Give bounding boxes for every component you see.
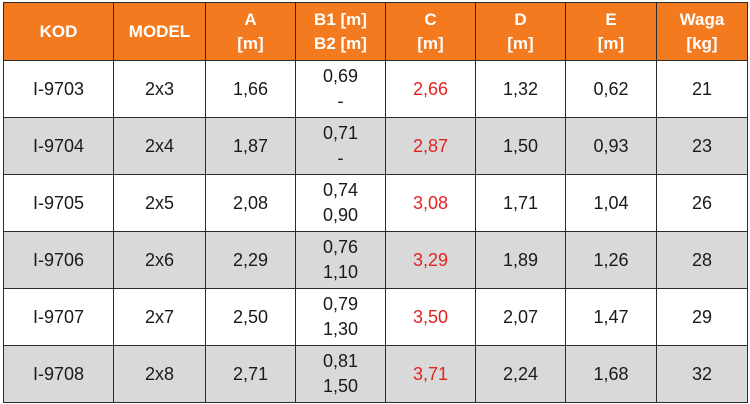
cell-kod: I-9707 [3, 288, 114, 346]
cell-d: 1,89 [475, 231, 566, 289]
cell-a: 2,50 [205, 288, 296, 346]
table-row: I-9707 2x7 2,50 0,79 1,30 3,50 2,07 1,47 29 [3, 288, 748, 346]
column-header-c-line: C [424, 9, 437, 29]
cell-b1-b2: 0,81 1,50 [295, 345, 386, 403]
cell-model: 2x7 [113, 288, 206, 346]
cell-b2: 0,90 [322, 205, 359, 225]
cell-kod: I-9708 [3, 345, 114, 403]
cell-a: 2,71 [205, 345, 296, 403]
cell-b1-b2: 0,76 1,10 [295, 231, 386, 289]
column-header-d-line: [m] [507, 33, 534, 53]
cell-waga: 23 [656, 117, 748, 175]
cell-e: 1,04 [565, 174, 657, 232]
cell-waga: 26 [656, 174, 748, 232]
cell-c: 2,87 [385, 117, 476, 175]
column-header-a-line: A [244, 9, 257, 29]
cell-b1: 0,76 [322, 237, 359, 257]
cell-b1-b2: 0,71 - [295, 117, 386, 175]
cell-kod: I-9704 [3, 117, 114, 175]
cell-c: 2,66 [385, 60, 476, 118]
cell-waga: 32 [656, 345, 748, 403]
cell-model: 2x6 [113, 231, 206, 289]
cell-b2: 1,30 [322, 319, 359, 339]
cell-waga: 29 [656, 288, 748, 346]
cell-d: 2,07 [475, 288, 566, 346]
cell-model: 2x4 [113, 117, 206, 175]
column-header-e-line: E [605, 9, 617, 29]
column-header-c: C [m] [385, 2, 476, 61]
cell-b1: 0,71 [322, 123, 359, 143]
cell-b1: 0,79 [322, 294, 359, 314]
column-header-waga: Waga [kg] [656, 2, 748, 61]
table-row: I-9703 2x3 1,66 0,69 - 2,66 1,32 0,62 21 [3, 60, 748, 118]
column-header-d-line: D [514, 9, 527, 29]
cell-d: 1,32 [475, 60, 566, 118]
cell-c: 3,71 [385, 345, 476, 403]
column-header-model-line: MODEL [128, 21, 191, 41]
cell-e: 0,93 [565, 117, 657, 175]
cell-b1-b2: 0,79 1,30 [295, 288, 386, 346]
cell-a: 2,29 [205, 231, 296, 289]
cell-waga: 21 [656, 60, 748, 118]
header-row: KOD MODEL A [m] B1 [m] B2 [m] C [m] D [m] E [m] Waga… [3, 2, 748, 61]
cell-b2: - [337, 91, 344, 111]
cell-d: 2,24 [475, 345, 566, 403]
column-header-b-line: B1 [m] [314, 9, 367, 29]
cell-e: 0,62 [565, 60, 657, 118]
column-header-b-line: B2 [m] [314, 33, 367, 53]
cell-kod: I-9703 [3, 60, 114, 118]
cell-kod: I-9706 [3, 231, 114, 289]
column-header-kod-line: KOD [39, 21, 78, 41]
cell-b2: - [337, 148, 344, 168]
cell-b1-b2: 0,74 0,90 [295, 174, 386, 232]
cell-e: 1,26 [565, 231, 657, 289]
cell-c: 3,29 [385, 231, 476, 289]
cell-c: 3,08 [385, 174, 476, 232]
cell-e: 1,68 [565, 345, 657, 403]
column-header-e-line: [m] [597, 33, 625, 53]
cell-b1: 0,74 [322, 180, 359, 200]
column-header-model: MODEL [113, 2, 206, 61]
cell-b1: 0,81 [322, 351, 359, 371]
cell-kod: I-9705 [3, 174, 114, 232]
cell-b1-b2: 0,69 - [295, 60, 386, 118]
table-row: I-9705 2x5 2,08 0,74 0,90 3,08 1,71 1,04 26 [3, 174, 748, 232]
table-row: I-9706 2x6 2,29 0,76 1,10 3,29 1,89 1,26 28 [3, 231, 748, 289]
cell-b1: 0,69 [322, 66, 359, 86]
cell-waga: 28 [656, 231, 748, 289]
table-row: I-9704 2x4 1,87 0,71 - 2,87 1,50 0,93 23 [3, 117, 748, 175]
column-header-e: E [m] [565, 2, 657, 61]
cell-b2: 1,10 [322, 262, 359, 282]
cell-model: 2x5 [113, 174, 206, 232]
spec-table: KOD MODEL A [m] B1 [m] B2 [m] C [m] D [m] E [m] Waga… [3, 2, 748, 403]
table-header: KOD MODEL A [m] B1 [m] B2 [m] C [m] D [m] E [m] Waga… [3, 2, 748, 61]
column-header-c-line: [m] [417, 33, 444, 53]
column-header-b: B1 [m] B2 [m] [295, 2, 386, 61]
column-header-waga-line: Waga [679, 9, 725, 29]
cell-a: 1,87 [205, 117, 296, 175]
cell-model: 2x3 [113, 60, 206, 118]
cell-d: 1,50 [475, 117, 566, 175]
cell-d: 1,71 [475, 174, 566, 232]
column-header-kod: KOD [3, 2, 114, 61]
cell-b2: 1,50 [322, 376, 359, 396]
cell-model: 2x8 [113, 345, 206, 403]
cell-c: 3,50 [385, 288, 476, 346]
cell-a: 1,66 [205, 60, 296, 118]
column-header-a: A [m] [205, 2, 296, 61]
cell-a: 2,08 [205, 174, 296, 232]
table-row: I-9708 2x8 2,71 0,81 1,50 3,71 2,24 1,68 32 [3, 345, 748, 403]
column-header-waga-line: [kg] [686, 33, 718, 53]
cell-e: 1,47 [565, 288, 657, 346]
column-header-d: D [m] [475, 2, 566, 61]
column-header-a-line: [m] [237, 33, 264, 53]
table-body: I-9703 2x3 1,66 0,69-2,66 1,32 0,62 21 I-9704 2x… [3, 60, 748, 403]
